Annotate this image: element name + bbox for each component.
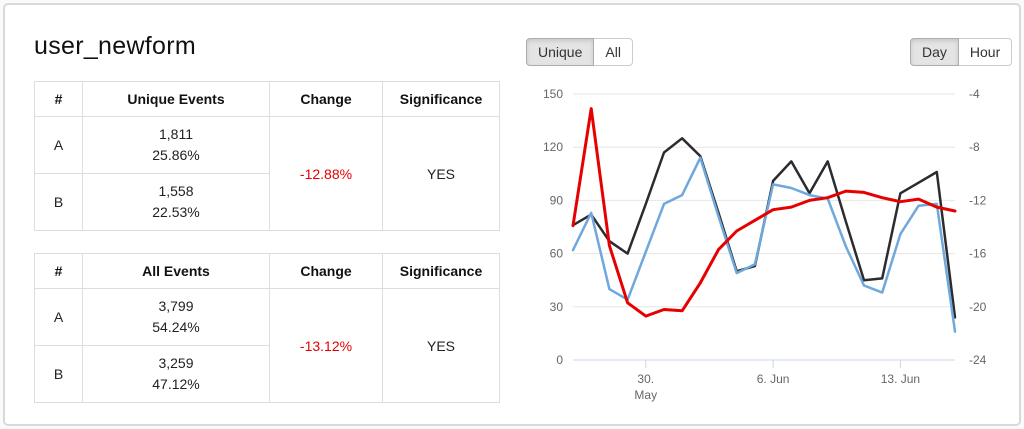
events-count: 3,259 — [158, 355, 194, 371]
right-axis-tick-label: -4 — [969, 87, 980, 101]
column-header-number: # — [34, 81, 83, 117]
series-line-Change — [571, 107, 957, 318]
events-cell: 1,558 22.53% — [82, 173, 270, 231]
significance-cell: YES — [382, 116, 500, 231]
left-axis-tick-label: 30 — [550, 300, 564, 314]
events-percentage: 25.86% — [152, 147, 200, 163]
series-line-B — [571, 156, 957, 333]
left-axis-tick-label: 0 — [556, 353, 563, 367]
right-axis-tick-label: -24 — [969, 353, 987, 367]
all-toggle-button[interactable]: All — [593, 38, 633, 66]
table-row-variant-a: A 1,811 25.86% -12.88% YES — [34, 116, 500, 231]
events-cell: 1,811 25.86% — [82, 116, 270, 174]
left-axis-tick-label: 90 — [550, 193, 564, 207]
significance-cell: YES — [382, 288, 500, 403]
column-header-change: Change — [269, 81, 383, 117]
right-axis-tick-label: -12 — [969, 193, 987, 207]
unique-toggle-button[interactable]: Unique — [526, 38, 595, 66]
variant-label: A — [34, 116, 83, 174]
x-axis-tick-label: May — [634, 388, 657, 402]
events-percentage: 47.12% — [152, 376, 200, 392]
column-header-unique-events: Unique Events — [82, 81, 270, 117]
column-header-significance: Significance — [382, 81, 500, 117]
table-header-row: # Unique Events Change Significance — [34, 81, 500, 117]
table-row-variant-a: A 3,799 54.24% -13.12% YES — [34, 288, 500, 403]
x-axis-tick-label: 13. Jun — [881, 372, 920, 386]
x-axis-tick-label: 6. Jun — [757, 372, 790, 386]
events-percentage: 54.24% — [152, 319, 200, 335]
events-count: 1,558 — [158, 183, 194, 199]
ab-test-result-card: user_newform # Unique Events Change Sign… — [3, 3, 1021, 426]
variant-label: A — [34, 288, 83, 346]
variant-label: B — [34, 173, 83, 231]
left-axis-tick-label: 150 — [543, 87, 563, 101]
hour-toggle-button[interactable]: Hour — [957, 38, 1013, 66]
all-events-table: # All Events Change Significance A 3,799… — [34, 253, 500, 403]
metric-toggle-group: Unique All — [526, 38, 633, 66]
change-cell: -13.12% — [269, 288, 383, 403]
granularity-toggle-group: Day Hour — [910, 38, 1013, 66]
change-cell: -12.88% — [269, 116, 383, 231]
events-cell: 3,259 47.12% — [82, 345, 270, 403]
events-count: 1,811 — [159, 126, 193, 142]
events-count: 3,799 — [158, 298, 194, 314]
variant-label: B — [34, 345, 83, 403]
page-title: user_newform — [34, 32, 196, 60]
left-axis-tick-label: 120 — [543, 140, 563, 154]
events-percentage: 22.53% — [152, 204, 200, 220]
timeseries-chart[interactable]: 0 30 60 90 120 150 -24 -20 -16 -12 -8 -4 30. May 6. Ju… — [525, 75, 1021, 420]
right-axis-tick-label: -20 — [969, 300, 987, 314]
events-cell: 3,799 54.24% — [82, 288, 270, 346]
right-axis-tick-label: -8 — [969, 140, 980, 154]
x-axis-tick-label: 30. — [637, 372, 654, 386]
column-header-significance: Significance — [382, 253, 500, 289]
table-row-variant-b: B 3,259 47.12% — [34, 345, 500, 403]
left-axis-tick-label: 60 — [550, 247, 564, 261]
table-header-row: # All Events Change Significance — [34, 253, 500, 289]
table-row-variant-b: B 1,558 22.53% — [34, 173, 500, 231]
column-header-number: # — [34, 253, 83, 289]
column-header-change: Change — [269, 253, 383, 289]
unique-events-table: # Unique Events Change Significance A 1,… — [34, 81, 500, 231]
day-toggle-button[interactable]: Day — [910, 38, 959, 66]
column-header-all-events: All Events — [82, 253, 270, 289]
right-axis-tick-label: -16 — [969, 247, 987, 261]
